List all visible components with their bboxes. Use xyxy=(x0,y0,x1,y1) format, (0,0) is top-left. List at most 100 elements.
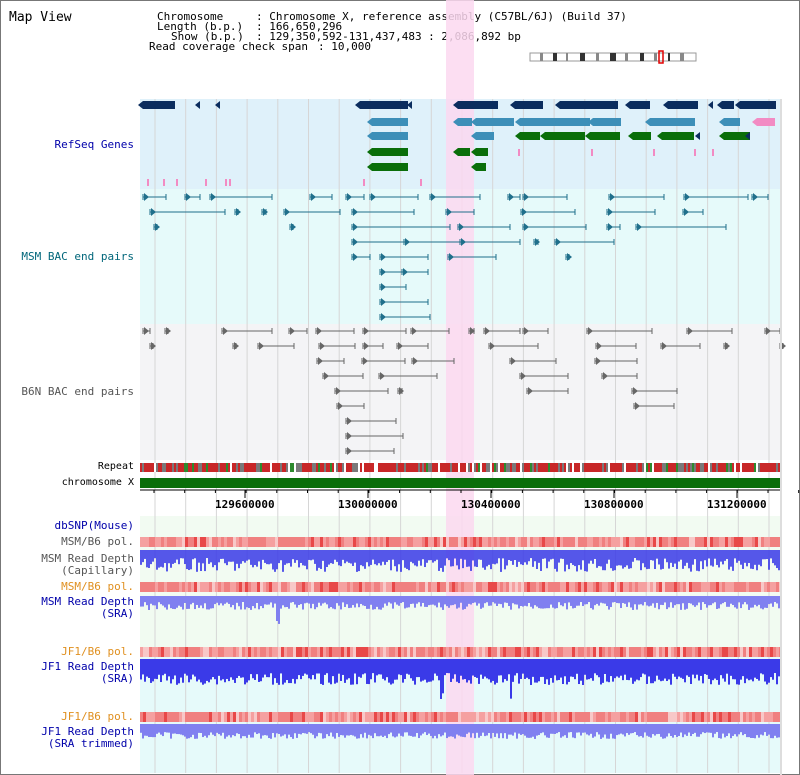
jf1-trim-depth-bar xyxy=(680,724,682,733)
jf1-sra-depth-bar xyxy=(480,659,482,675)
msm-b6-pol-strip xyxy=(734,537,737,547)
jf1-b6-pol-strip-trim xyxy=(653,712,656,722)
jf1-b6-pol-strip-trim xyxy=(626,712,629,722)
jf1-b6-pol-strip xyxy=(692,647,695,657)
jf1-b6-pol-strip xyxy=(647,647,650,657)
msm-capillary-depth-bar xyxy=(626,550,628,566)
jf1-b6-pol-strip xyxy=(566,647,569,657)
jf1-trim-depth-bar xyxy=(384,724,386,736)
jf1-b6-pol-strip-trim xyxy=(578,712,581,722)
repeat-feature xyxy=(270,463,272,472)
jf1-trim-depth-bar xyxy=(418,724,420,739)
msm-b6-pol-strip-sra xyxy=(398,582,401,592)
refseq-small-gene xyxy=(518,149,520,156)
repeat-feature xyxy=(170,463,172,472)
repeat-feature xyxy=(292,463,294,472)
jf1-sra-depth-bar xyxy=(668,659,670,680)
msm-sra-depth-bar xyxy=(286,596,288,607)
jf1-sra-depth-bar xyxy=(154,659,156,679)
msm-sra-depth-bar xyxy=(744,596,746,603)
jf1-b6-pol-strip xyxy=(461,647,464,657)
repeat-feature xyxy=(338,463,340,472)
repeat-feature xyxy=(408,463,410,472)
msm-b6-pol-strip-sra xyxy=(596,582,599,592)
jf1-trim-depth-bar xyxy=(554,724,556,735)
msm-b6-pol-strip-sra xyxy=(455,582,458,592)
msm-bac-end-icon xyxy=(684,208,689,216)
msm-capillary-depth-bar xyxy=(502,550,504,559)
jf1-trim-depth-bar xyxy=(184,724,186,737)
msm-capillary-depth-bar xyxy=(470,550,472,571)
msm-sra-depth-bar xyxy=(442,596,444,610)
msm-b6-pol-strip-sra xyxy=(638,582,641,592)
msm-capillary-depth-bar xyxy=(164,550,166,564)
b6n-bac-end-icon xyxy=(725,342,730,350)
jf1-b6-pol-strip-trim xyxy=(677,712,680,722)
jf1-b6-pol-strip xyxy=(176,647,179,657)
jf1-b6-pol-strip-trim xyxy=(251,712,254,722)
b6n-bac-end-icon xyxy=(151,342,156,350)
msm-b6-pol-strip-sra xyxy=(524,582,527,592)
jf1-sra-depth-bar xyxy=(402,659,404,683)
msm-b6-pol-strip-sra xyxy=(194,582,197,592)
msm-b6-pol-strip xyxy=(425,537,428,547)
msm-sra-depth-bar xyxy=(258,596,260,610)
repeat-feature xyxy=(712,463,714,472)
b6n-bac-end-icon xyxy=(511,357,516,365)
jf1-trim-depth-bar xyxy=(770,724,772,739)
msm-b6-pol-strip-sra xyxy=(386,582,389,592)
jf1-b6-pol-strip-trim xyxy=(560,712,563,722)
jf1-sra-depth-bar xyxy=(254,659,256,680)
msm-b6-pol-strip xyxy=(320,537,323,547)
jf1-sra-depth-bar xyxy=(580,659,582,681)
repeat-feature xyxy=(360,463,362,472)
jf1-trim-depth-bar xyxy=(368,724,370,735)
msm-sra-depth-bar xyxy=(366,596,368,609)
jf1-trim-depth-bar xyxy=(656,724,658,735)
jf1-b6-pol-strip xyxy=(215,647,218,657)
jf1-sra-depth-bar xyxy=(434,659,436,674)
msm-b6-pol-strip xyxy=(269,537,272,547)
jf1-b6-pol-strip-trim xyxy=(218,712,221,722)
jf1-sra-depth-bar xyxy=(590,659,592,679)
jf1-sra-depth-bar xyxy=(568,659,570,682)
jf1-b6-pol-strip-trim xyxy=(635,712,638,722)
msm-sra-depth-bar xyxy=(394,596,396,603)
refseq-genes-label: RefSeq Genes xyxy=(54,138,134,151)
msm-b6-pol-strip-sra xyxy=(533,582,536,592)
msm-sra-depth-bar xyxy=(344,596,346,607)
jf1-b6-pol-strip-trim xyxy=(440,712,443,722)
msm-b6-pol-strip-sra xyxy=(158,582,161,592)
jf1-b6-pol-strip xyxy=(278,647,281,657)
msm-capillary-depth-bar xyxy=(740,550,742,565)
msm-b6-pol-strip xyxy=(335,537,338,547)
msm-sra-depth-bar xyxy=(650,596,652,606)
msm-b6-pol-strip xyxy=(680,537,683,547)
repeat-feature xyxy=(770,463,772,472)
repeat-feature xyxy=(548,463,550,472)
msm-b6-pol-strip xyxy=(584,537,587,547)
jf1-b6-pol-strip-trim xyxy=(200,712,203,722)
msm-sra-depth-bar xyxy=(384,596,386,604)
msm-capillary-depth-bar xyxy=(338,550,340,566)
repeat-feature xyxy=(666,463,668,472)
jf1-b6-pol-strip xyxy=(368,647,371,657)
jf1-b6-pol-strip-trim xyxy=(584,712,587,722)
jf1-trim-depth-bar xyxy=(778,724,780,738)
msm-capillary-depth-bar xyxy=(746,550,748,567)
jf1-b6-pol-strip xyxy=(737,647,740,657)
msm-capillary-depth-bar xyxy=(506,550,508,566)
jf1-b6-pol-strip-trim xyxy=(695,712,698,722)
repeat-feature xyxy=(152,463,154,472)
jf1-sra-depth-bar xyxy=(446,659,448,674)
msm-b6-pol-strip xyxy=(332,537,335,547)
msm-b6-pol-strip xyxy=(632,537,635,547)
jf1-b6-pol-strip-trim xyxy=(242,712,245,722)
msm-sra-depth-bar xyxy=(754,596,756,605)
jf1-trim-depth-bar xyxy=(614,724,616,739)
repeat-feature xyxy=(362,463,364,472)
msm-capillary-depth-bar xyxy=(632,550,634,562)
repeat-feature xyxy=(462,463,464,472)
jf1-trim-depth-bar xyxy=(570,724,572,733)
